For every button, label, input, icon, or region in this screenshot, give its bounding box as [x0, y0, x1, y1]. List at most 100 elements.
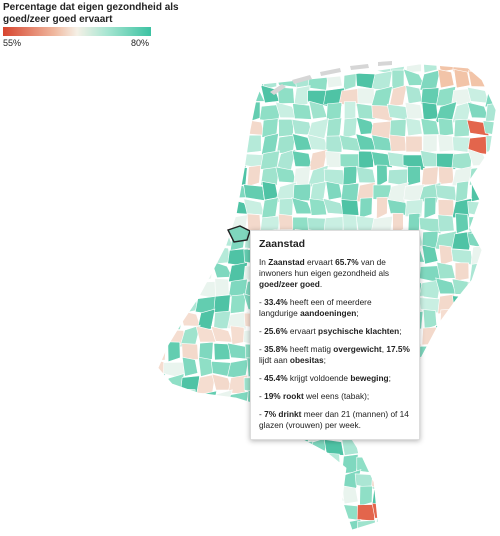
municipality[interactable]	[148, 521, 169, 536]
municipality[interactable]	[278, 438, 294, 458]
municipality[interactable]	[454, 262, 470, 282]
municipality[interactable]	[212, 406, 232, 426]
municipality[interactable]	[167, 341, 181, 363]
municipality[interactable]	[232, 468, 244, 492]
municipality[interactable]	[180, 181, 200, 199]
municipality[interactable]	[260, 437, 280, 459]
municipality[interactable]	[150, 391, 167, 409]
municipality[interactable]	[437, 359, 455, 377]
municipality[interactable]	[376, 196, 388, 220]
municipality[interactable]	[466, 420, 490, 438]
municipality[interactable]	[467, 372, 489, 390]
municipality[interactable]	[470, 244, 486, 268]
municipality[interactable]	[485, 102, 500, 122]
municipality[interactable]	[275, 56, 297, 73]
municipality[interactable]	[482, 165, 500, 188]
municipality[interactable]	[437, 454, 455, 474]
municipality[interactable]	[436, 390, 456, 410]
municipality[interactable]	[150, 71, 167, 89]
municipality[interactable]	[341, 55, 359, 73]
municipality[interactable]	[455, 357, 469, 379]
municipality[interactable]	[150, 230, 167, 250]
municipality[interactable]	[485, 277, 500, 297]
municipality[interactable]	[164, 309, 184, 331]
municipality[interactable]	[228, 136, 248, 154]
municipality[interactable]	[468, 343, 488, 361]
municipality[interactable]	[163, 87, 185, 105]
municipality[interactable]	[407, 502, 421, 522]
municipality[interactable]	[198, 245, 214, 267]
municipality[interactable]	[278, 119, 294, 137]
municipality[interactable]	[419, 375, 441, 395]
municipality[interactable]	[245, 519, 263, 536]
municipality[interactable]	[453, 118, 471, 138]
municipality[interactable]	[342, 165, 358, 187]
municipality[interactable]	[389, 118, 407, 137]
municipality[interactable]	[343, 69, 357, 91]
municipality[interactable]	[482, 456, 500, 476]
municipality[interactable]	[421, 102, 439, 121]
municipality[interactable]	[165, 102, 183, 121]
municipality[interactable]	[359, 197, 373, 219]
municipality[interactable]	[181, 343, 199, 361]
municipality[interactable]	[467, 201, 489, 218]
municipality[interactable]	[261, 486, 279, 506]
municipality[interactable]	[194, 453, 218, 471]
municipality[interactable]	[181, 100, 199, 124]
municipality[interactable]	[485, 135, 500, 153]
municipality[interactable]	[228, 519, 248, 536]
municipality[interactable]	[421, 439, 439, 457]
municipality[interactable]	[485, 245, 500, 267]
municipality[interactable]	[212, 70, 232, 90]
municipality[interactable]	[245, 454, 263, 474]
municipality[interactable]	[178, 421, 202, 438]
municipality[interactable]	[467, 281, 489, 299]
municipality[interactable]	[437, 340, 455, 364]
municipality[interactable]	[198, 341, 214, 363]
municipality[interactable]	[200, 404, 212, 428]
municipality[interactable]	[150, 246, 167, 266]
municipality[interactable]	[290, 441, 314, 460]
municipality[interactable]	[325, 181, 343, 201]
municipality[interactable]	[356, 519, 376, 536]
municipality[interactable]	[391, 485, 405, 507]
municipality[interactable]	[421, 356, 439, 380]
municipality[interactable]	[243, 71, 265, 88]
municipality[interactable]	[438, 166, 454, 185]
municipality[interactable]	[484, 438, 500, 458]
municipality[interactable]	[484, 520, 500, 536]
municipality[interactable]	[197, 436, 215, 456]
municipality[interactable]	[485, 341, 500, 361]
municipality[interactable]	[260, 150, 280, 170]
municipality[interactable]	[359, 485, 373, 507]
municipality[interactable]	[179, 278, 201, 295]
municipality[interactable]	[163, 406, 185, 424]
municipality[interactable]	[468, 501, 488, 523]
municipality[interactable]	[229, 423, 247, 441]
municipality[interactable]	[151, 501, 165, 522]
municipality[interactable]	[243, 184, 265, 201]
municipality[interactable]	[195, 182, 217, 199]
municipality[interactable]	[276, 486, 296, 506]
municipality[interactable]	[436, 261, 456, 280]
municipality[interactable]	[213, 294, 231, 314]
municipality[interactable]	[483, 69, 500, 87]
municipality[interactable]	[468, 70, 488, 88]
municipality[interactable]	[149, 149, 168, 170]
municipality[interactable]	[149, 118, 168, 136]
municipality[interactable]	[467, 310, 489, 327]
municipality[interactable]	[418, 468, 442, 492]
municipality[interactable]	[355, 102, 377, 120]
municipality[interactable]	[487, 469, 500, 491]
municipality[interactable]	[308, 503, 328, 521]
municipality[interactable]	[438, 244, 454, 266]
municipality[interactable]	[292, 133, 312, 151]
municipality[interactable]	[323, 87, 345, 107]
municipality[interactable]	[451, 484, 473, 508]
municipality[interactable]	[422, 134, 438, 154]
municipality[interactable]	[228, 488, 248, 506]
municipality[interactable]	[196, 148, 216, 168]
municipality[interactable]	[486, 485, 500, 506]
municipality[interactable]	[259, 457, 281, 474]
municipality[interactable]	[323, 439, 345, 456]
